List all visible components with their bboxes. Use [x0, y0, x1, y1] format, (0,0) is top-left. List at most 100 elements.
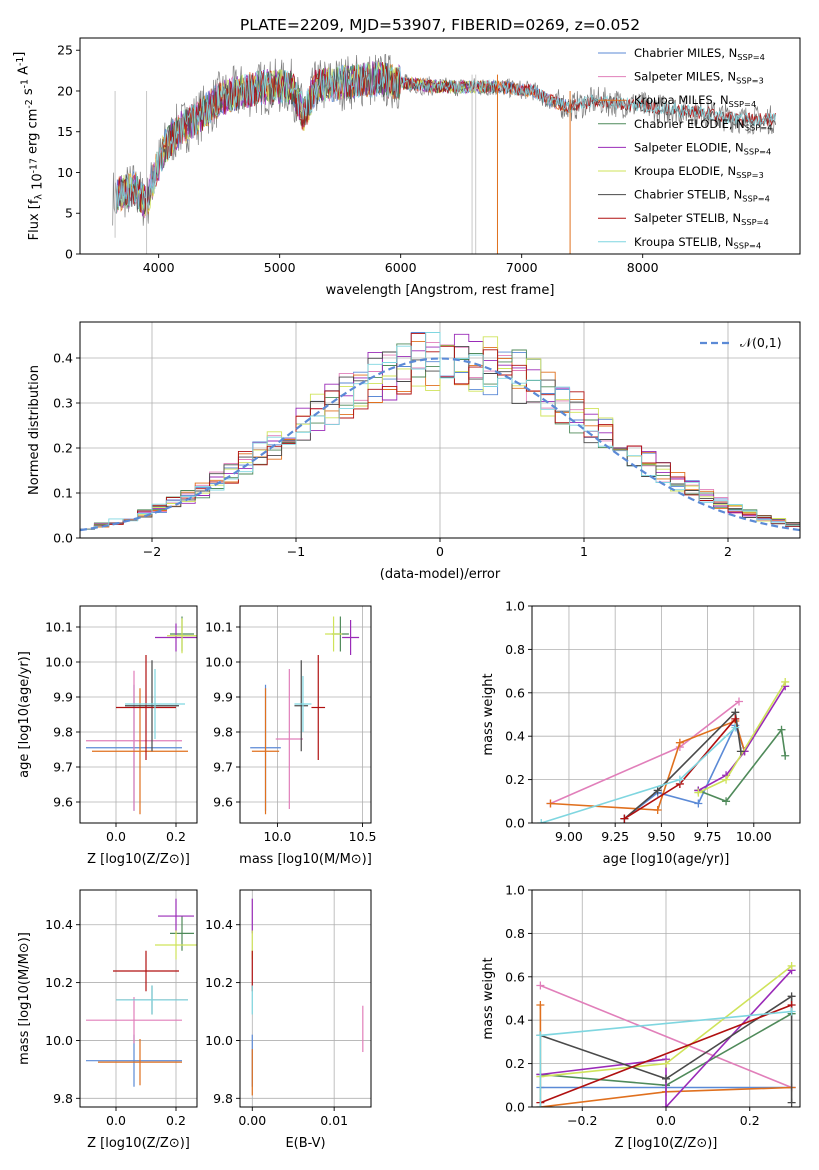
- x-tick-label: −1: [287, 544, 305, 559]
- errorbar-point: [92, 688, 188, 815]
- series-marker: [675, 738, 684, 747]
- y-tick-label: 9.9: [213, 690, 233, 705]
- series-marker: [787, 1098, 796, 1107]
- series-marker: [653, 786, 662, 795]
- y-tick-label: 0.4: [53, 351, 73, 366]
- legend-label: Salpeter STELIB, NSSP=4: [634, 211, 769, 227]
- series-line: [623, 710, 742, 820]
- errorbar-point: [167, 618, 197, 654]
- y-axis-label: Normed distribution: [27, 365, 42, 495]
- errorbar-point: [251, 688, 280, 815]
- x-tick-label: 0.0: [106, 829, 126, 844]
- errorbar-point: [113, 950, 179, 992]
- axes-frame: [79, 889, 198, 1108]
- y-tick-label: 10.2: [45, 975, 73, 990]
- y-tick-label: 10.1: [45, 620, 73, 635]
- series-marker: [787, 1007, 796, 1016]
- axes-frame: [239, 605, 372, 824]
- histogram-kroupa-stelib: [80, 332, 800, 530]
- x-tick-label: 9.75: [694, 829, 722, 844]
- legend-label: Chabrier ELODIE, NSSP=4: [634, 117, 772, 133]
- x-tick-label: −2: [143, 544, 161, 559]
- errorbar-point: [116, 985, 188, 1015]
- y-tick-label: 0.6: [505, 685, 525, 700]
- x-axis-label: E(B-V): [285, 1136, 325, 1151]
- axes-frame: [531, 605, 801, 824]
- x-tick-label: 0: [436, 544, 444, 559]
- y-tick-label: 25: [57, 43, 73, 58]
- y-tick-label: 9.9: [53, 690, 73, 705]
- series-marker: [536, 1031, 545, 1040]
- y-tick-label: 9.8: [53, 1091, 73, 1106]
- x-axis-label: wavelength [Angstrom, rest frame]: [326, 283, 555, 298]
- errorbar-point: [311, 655, 326, 760]
- x-tick-label: 1: [580, 544, 588, 559]
- y-tick-label: 1.0: [505, 599, 525, 614]
- series-marker: [675, 775, 684, 784]
- errorbar-point: [294, 676, 312, 732]
- series-marker: [620, 814, 629, 823]
- x-axis-label: Z [log10(Z/Z⊙)]: [87, 852, 190, 867]
- axes-frame: [79, 605, 198, 824]
- legend-label: Chabrier MILES, NSSP=4: [634, 46, 765, 62]
- plot-area-mass_vs_ebv: [251, 898, 364, 1096]
- x-tick-label: 9.25: [601, 829, 629, 844]
- errorbar-point: [86, 670, 182, 811]
- errorbar-point: [342, 620, 360, 655]
- series-line: [540, 1004, 792, 1104]
- plot-area-residuals: [80, 332, 800, 532]
- series-line: [540, 994, 793, 1103]
- y-tick-label: 10.2: [205, 975, 233, 990]
- y-tick-label: 0.8: [505, 642, 525, 657]
- errorbar-point: [125, 660, 179, 752]
- y-tick-label: 10.0: [205, 655, 233, 670]
- y-tick-label: 10.0: [205, 1033, 233, 1048]
- legend-spectrum: Chabrier MILES, NSSP=4 Salpeter MILES, NS…: [598, 46, 772, 251]
- x-axis-label: Z [log10(Z/Z⊙)]: [615, 1136, 718, 1151]
- y-tick-label: 1.0: [505, 883, 525, 898]
- legend-label: Chabrier STELIB, NSSP=4: [634, 188, 770, 204]
- series-marker: [787, 961, 796, 970]
- series-marker: [536, 981, 545, 990]
- x-axis-label: age [log10(age/yr)]: [603, 852, 730, 867]
- errorbar-point: [86, 997, 182, 1044]
- y-axis-label: mass weight: [481, 957, 496, 1039]
- y-tick-label: 9.6: [213, 795, 233, 810]
- series-marker: [777, 725, 786, 734]
- plot-area-mass_vs_Z: [86, 898, 197, 1087]
- legend-label: 𝒩(0,1): [740, 335, 782, 350]
- series-line: [540, 984, 792, 1089]
- series-marker: [731, 714, 740, 723]
- panel-mass_vs_Z: 0.0 0.2 9.8 10.0 10.2 10.4 Z [log10(Z/Z⊙)] mass…: [17, 889, 198, 1151]
- panel-residuals: 𝒩(0,1) −2 −1 0 1 2 0.0 0.1 0.2 0.3 0.4 (data-model)…: [27, 321, 801, 582]
- errorbar-point: [155, 623, 197, 652]
- y-tick-label: 0.1: [53, 486, 73, 501]
- y-tick-label: 0.6: [505, 969, 525, 984]
- series-marker: [722, 797, 731, 806]
- y-tick-label: 10.0: [45, 655, 73, 670]
- x-tick-label: 0.2: [740, 1113, 760, 1128]
- series-marker: [787, 992, 796, 1001]
- series-marker: [731, 723, 740, 732]
- y-tick-label: 10.1: [205, 620, 233, 635]
- series-marker: [781, 751, 790, 760]
- legend-label: Kroupa STELIB, NSSP=4: [634, 235, 761, 251]
- series-marker: [694, 799, 703, 808]
- y-tick-label: 0.2: [505, 772, 525, 787]
- series-marker: [662, 1103, 670, 1107]
- series-marker: [537, 819, 546, 823]
- series-marker: [694, 788, 703, 797]
- y-axis-label: mass [log10(M/M⊙)]: [17, 932, 32, 1065]
- plot-area-weight_vs_Z: [536, 961, 796, 1107]
- x-tick-label: 10.5: [349, 829, 377, 844]
- y-tick-label: 15: [57, 124, 73, 139]
- y-tick-label: 0.4: [505, 729, 525, 744]
- x-axis-label: (data-model)/error: [380, 567, 501, 582]
- series-marker: [722, 775, 731, 784]
- errorbar-point: [116, 655, 176, 760]
- errorbar-point: [294, 660, 309, 752]
- y-tick-label: 9.7: [213, 760, 233, 775]
- panel-mass_vs_ebv: 0.00 0.01 9.8 10.0 10.2 10.4 E(B-V): [205, 889, 372, 1151]
- series-line: [698, 727, 786, 803]
